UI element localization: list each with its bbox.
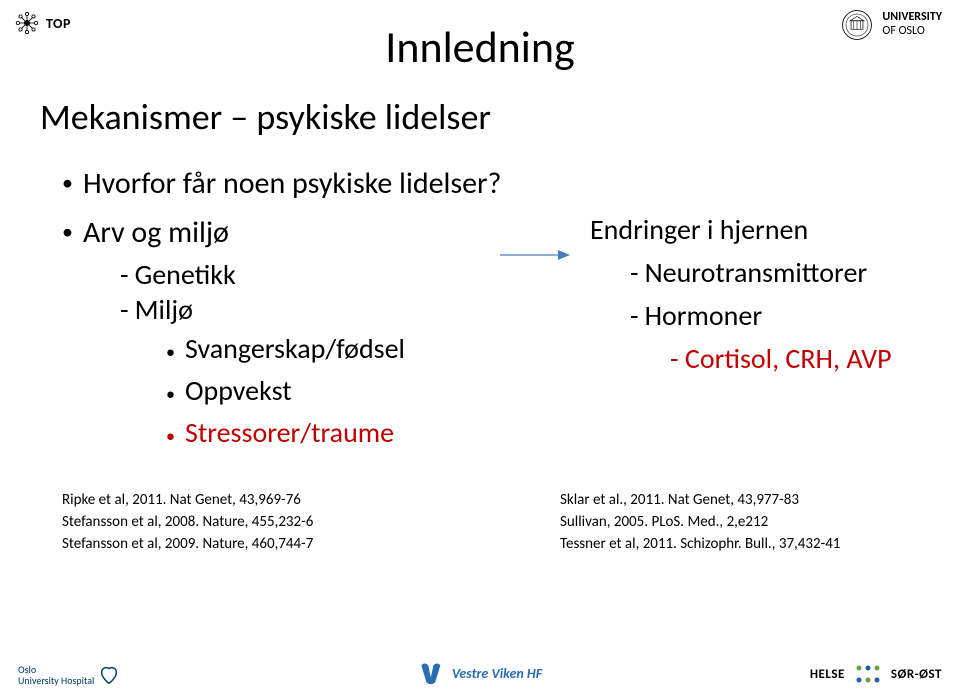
bullet-1: • Hvorfor får noen psykiske lidelser? bbox=[62, 165, 501, 202]
right-l1: -Neurotransmittorer bbox=[630, 255, 892, 290]
sub-bullet-list: -Genetikk -Miljø • Svangerskap/fødsel • Op… bbox=[120, 257, 501, 453]
bullet-dot-icon: • bbox=[62, 165, 73, 202]
bullet-list: • Hvorfor får noen psykiske lidelser? • … bbox=[62, 165, 501, 453]
sub-svangerskap-text: Svangerskap/fødsel bbox=[185, 331, 405, 366]
helse-region: SØR-ØST bbox=[891, 667, 942, 682]
sub-oppvekst-text: Oppvekst bbox=[185, 373, 292, 408]
bullet-2-text: Arv og miljø bbox=[83, 214, 229, 251]
right-column: Endringer i hjernen -Neurotransmittorer … bbox=[590, 212, 892, 376]
uio-line-1: UNIVERSITY bbox=[882, 11, 942, 25]
uio-seal-icon bbox=[840, 8, 874, 42]
helse-dots-icon bbox=[853, 662, 883, 686]
sub-genetikk: -Genetikk bbox=[120, 257, 501, 292]
molecule-icon bbox=[14, 10, 40, 36]
uio-logo: UNIVERSITY OF OSLO bbox=[840, 8, 942, 42]
ref-right-2: Sullivan, 2005. PLoS. Med., 2,e212 bbox=[560, 512, 840, 534]
footer-mid-logo: Vestre Viken HF bbox=[418, 660, 542, 686]
dash-icon: - bbox=[120, 292, 129, 327]
bullet-1-text: Hvorfor får noen psykiske lidelser? bbox=[83, 165, 501, 202]
page-title: Innledning bbox=[385, 20, 574, 74]
helse-brand: HELSE bbox=[810, 667, 845, 682]
bullet-2: • Arv og miljø bbox=[62, 214, 501, 251]
footer-left-logo: Oslo University Hospital bbox=[18, 664, 120, 686]
vv-label: Vestre Viken HF bbox=[452, 665, 542, 682]
ref-left-3: Stefansson et al, 2009. Nature, 460,744-… bbox=[62, 534, 313, 556]
right-heading: Endringer i hjernen bbox=[590, 212, 892, 247]
sub-miljo: -Miljø bbox=[120, 292, 501, 327]
slide: TOP UNIVERSITY OF OSLO Innledning Mekani… bbox=[0, 0, 960, 698]
references-right: Sklar et al., 2011. Nat Genet, 43,977-83… bbox=[560, 490, 840, 555]
right-l1-text: Neurotransmittorer bbox=[645, 255, 868, 290]
ref-right-1: Sklar et al., 2011. Nat Genet, 43,977-83 bbox=[560, 490, 840, 512]
bullet-dot-icon: • bbox=[166, 425, 175, 447]
bullet-dot-icon: • bbox=[166, 341, 175, 363]
sub-genetikk-text: Genetikk bbox=[135, 257, 236, 292]
uio-text: UNIVERSITY OF OSLO bbox=[882, 11, 942, 39]
sub-oppvekst: • Oppvekst bbox=[166, 373, 501, 411]
sub-miljo-text: Miljø bbox=[135, 292, 193, 327]
right-l3: - Cortisol, CRH, AVP bbox=[670, 341, 892, 376]
footer-right-logo: HELSE SØR-ØST bbox=[810, 662, 942, 686]
ref-right-3: Tessner et al, 2011. Schizophr. Bull., 3… bbox=[560, 534, 840, 556]
sub-svangerskap: • Svangerskap/fødsel bbox=[166, 331, 501, 369]
uio-line-2: OF OSLO bbox=[882, 25, 942, 39]
ref-left-2: Stefansson et al, 2008. Nature, 455,232-… bbox=[62, 512, 313, 534]
dash-icon: - bbox=[630, 255, 639, 290]
references-left: Ripke et al, 2011. Nat Genet, 43,969-76 … bbox=[62, 490, 313, 555]
top-left-logo: TOP bbox=[14, 10, 71, 36]
top-left-label: TOP bbox=[46, 15, 71, 32]
ous-text: Oslo University Hospital bbox=[18, 664, 94, 686]
sub-stressorer-text: Stressorer/traume bbox=[185, 415, 394, 450]
dash-icon: - bbox=[120, 257, 129, 292]
subtitle: Mekanismer – psykiske lidelser bbox=[40, 95, 491, 139]
dash-icon: - bbox=[630, 298, 639, 333]
sub-stressorer: • Stressorer/traume bbox=[166, 415, 501, 453]
right-l2-text: Hormoner bbox=[645, 298, 763, 333]
ous-line-2: University Hospital bbox=[18, 675, 94, 686]
heart-icon bbox=[98, 664, 120, 686]
bullet-dot-icon: • bbox=[62, 214, 73, 251]
bullet-dot-icon: • bbox=[166, 383, 175, 405]
vv-icon bbox=[418, 660, 444, 686]
ref-left-1: Ripke et al, 2011. Nat Genet, 43,969-76 bbox=[62, 490, 313, 512]
arrow-icon bbox=[500, 248, 570, 262]
right-l2: -Hormoner bbox=[630, 298, 892, 333]
